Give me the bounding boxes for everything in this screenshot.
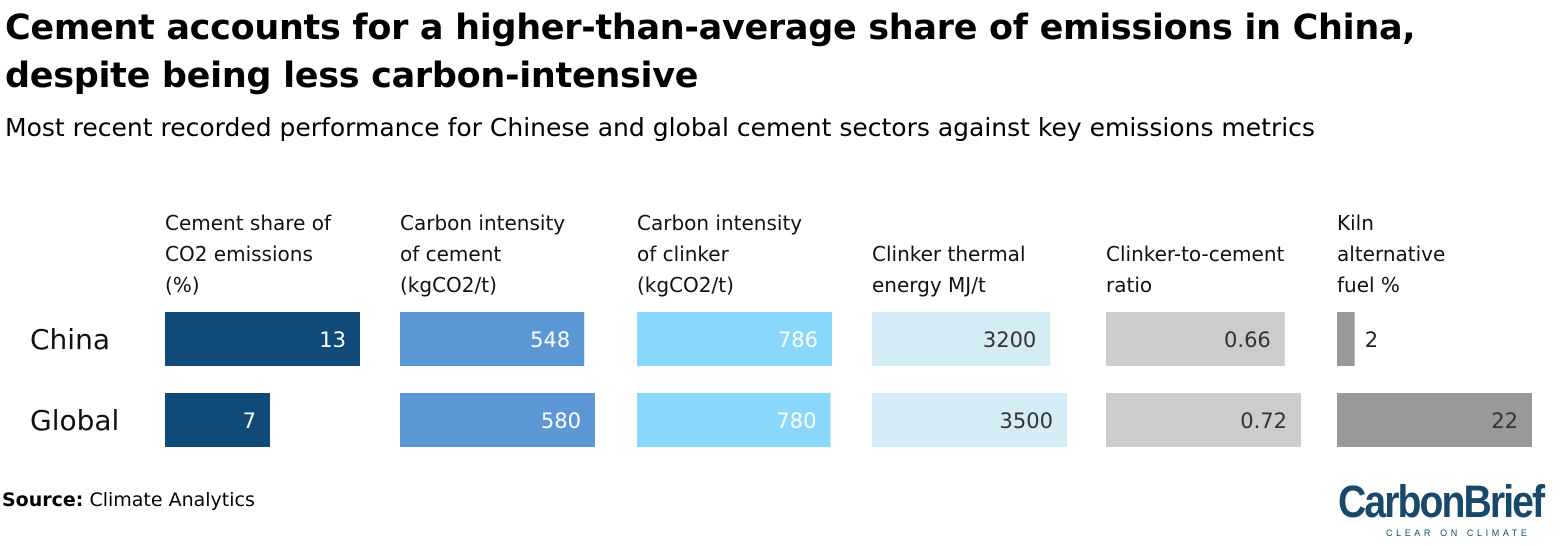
metric-header-line: alternative [1337,242,1445,266]
bar [1337,312,1355,366]
bar [400,312,585,366]
data-label: 780 [776,409,816,433]
data-label: 0.66 [1224,328,1271,352]
metric-header-line: (%) [165,273,200,297]
metric-header-line: Clinker thermal [872,242,1026,266]
bar [165,312,360,366]
data-label: 7 [243,409,256,433]
category-label: Global [30,404,119,437]
source-text: Climate Analytics [89,489,255,511]
metric-header: Carbon intensity of cement (kgCO2/t) [400,211,565,297]
carbonbrief-logo: CarbonBrief CLEAR ON CLIMATE [1338,476,1558,542]
bar [637,393,831,447]
data-label: 22 [1491,409,1518,433]
bar [165,393,270,447]
data-label: 3500 [1000,409,1053,433]
logo-wordmark: CarbonBrief [1338,476,1545,527]
bar [1106,312,1285,366]
metric-header-line: energy MJ/t [872,273,986,297]
logo-tagline: CLEAR ON CLIMATE [1386,528,1531,538]
data-label: 0.72 [1240,409,1287,433]
metric-header-line: of clinker [637,242,730,266]
bar [400,393,595,447]
metric-header-line: Carbon intensity [637,211,802,235]
bar [872,393,1067,447]
data-label: 13 [319,328,346,352]
chart-title: Cement accounts for a higher-than-averag… [5,8,1416,96]
data-label: 2 [1365,328,1378,352]
metric-header-line: (kgCO2/t) [400,273,497,297]
metric-header: Carbon intensity of clinker (kgCO2/t) [637,211,802,297]
bar [1106,393,1301,447]
metric-header-line: (kgCO2/t) [637,273,734,297]
metric-header: Clinker-to-cement ratio [1106,242,1285,297]
metric-header: Clinker thermal energy MJ/t [872,242,1026,297]
metric-header-line: Cement share of [165,211,332,235]
metric-header-line: ratio [1106,273,1152,297]
source-note: Source: Climate Analytics [2,489,255,511]
bar [637,312,832,366]
data-label: 3200 [983,328,1036,352]
category-label: China [30,323,110,356]
metric-header-line: Kiln [1337,211,1374,235]
data-label: 580 [541,409,581,433]
metric-header-line: Carbon intensity [400,211,565,235]
bar [1337,393,1532,447]
metric-header-line: of cement [400,242,501,266]
source-label: Source: [2,489,84,511]
metric-header-line: CO2 emissions [165,242,313,266]
metric-header-line: Clinker-to-cement [1106,242,1285,266]
metric-header-line: fuel % [1337,273,1400,297]
bar-chart: China Global Cement share of CO2 emissions (… [30,211,1532,447]
bar [872,312,1051,366]
metric-header: Cement share of CO2 emissions (%) [165,211,332,297]
metric-header: Kiln alternative fuel % [1337,211,1445,297]
data-label: 786 [778,328,818,352]
chart-subtitle: Most recent recorded performance for Chi… [5,113,1315,142]
data-label: 548 [530,328,570,352]
